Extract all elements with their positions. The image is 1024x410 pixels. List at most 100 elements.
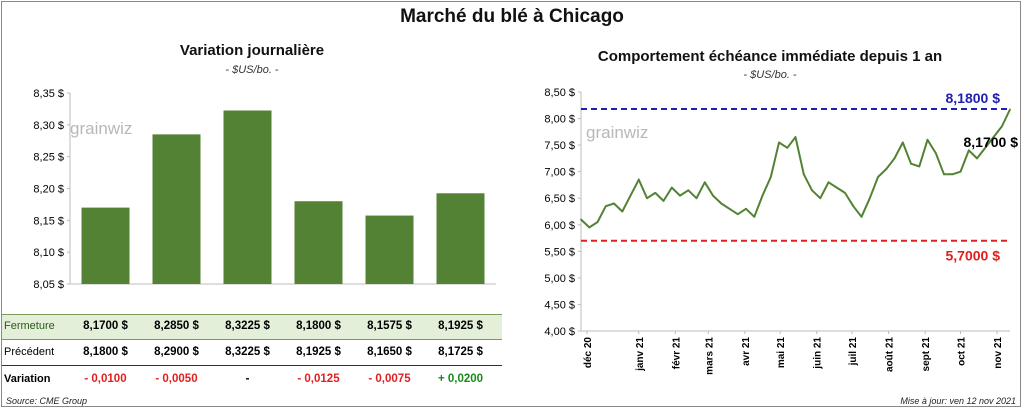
bar-y-tick-label: 8,30 $ [33,120,64,132]
bar-x-tick-label: juil 22 [300,298,335,300]
line-y-tick-label: 6,00 $ [544,220,575,232]
prev-row-label: Précédent [4,346,55,358]
line-y-tick-label: 5,50 $ [544,246,575,258]
price-point [1009,108,1011,111]
price-point [695,197,698,200]
price-point [778,141,780,144]
bar-y-tick-label: 8,35 $ [33,88,64,100]
change-row-label: Variation [4,373,51,385]
close-row: Fermeture 8,1700 $ 8,2850 $ 8,3225 $ 8,1800… [2,314,502,340]
price-point [885,168,888,170]
prev-row: Précédent 8,1800 $ 8,2900 $ 8,3225 $ 8,1925… [2,341,502,366]
price-point [604,205,607,208]
close-row-label: Fermeture [4,320,55,332]
price-point [811,189,813,192]
update-note: Mise à jour: ven 12 nov 2021 [900,396,1016,406]
bar [436,193,485,284]
price-point [588,226,591,229]
bar-y-tick-label: 8,25 $ [33,152,64,164]
main-title: Marché du blé à Chicago [400,6,624,27]
line-x-tick-label: déc 20 [583,337,594,369]
right-subtitle: Comportement échéance immédiate depuis 1… [597,48,943,65]
price-point [786,146,789,149]
line-x-tick-label: juil 21 [848,337,859,367]
price-point [835,186,838,189]
bar-y-tick-label: 8,10 $ [33,247,64,259]
price-point [687,189,690,192]
line-x-tick-label: août 21 [885,337,896,372]
price-point [844,192,846,194]
price-point [877,176,879,178]
low-label: 5,7000 $ [946,248,1001,264]
bar-x-tick-label: déc 22 [442,298,480,300]
last-price-label: 8,1700 $ [964,134,1019,150]
line-y-tick-label: 7,50 $ [544,140,575,152]
price-point [753,215,756,218]
right-unit: - $US/bo. - [743,69,797,81]
price-point [596,221,599,224]
table-cell-change: - 0,0075 [368,373,411,385]
price-point [926,138,929,141]
price-point [984,146,987,149]
right-watermark: grainwiz [586,123,648,142]
price-point [794,136,797,139]
table-cell-close: 8,1700 $ [83,320,128,332]
price-point [943,173,945,176]
bar-y-tick-label: 8,05 $ [33,279,64,291]
price-point [654,192,657,194]
price-point [670,186,673,189]
bar-y-tick-label: 8,20 $ [33,184,64,196]
price-point [580,218,582,221]
bar-chart: grainwiz 8,05 $ 8,10 $ 8,15 $ 8,20 $ 8,25 $ 8… [33,88,496,300]
price-point [703,181,706,184]
bar [365,215,414,284]
bar-x-tick-label: déc 21 [87,298,125,300]
line-x-tick-label: févr 21 [671,337,682,370]
price-point [860,215,863,218]
price-point [992,136,995,139]
line-y-tick-label: 7,00 $ [544,167,575,179]
bar [223,110,272,284]
line-y-tick-label: 6,50 $ [544,193,575,205]
price-point [893,157,896,160]
price-point [621,210,624,213]
price-point [613,202,615,205]
bar-y-tick-label: 8,15 $ [33,215,64,227]
table-cell-change: - 0,0050 [155,373,198,385]
line-x-tick-label: sept 21 [921,337,932,372]
price-point [967,149,970,152]
line-y-tick-label: 5,00 $ [544,273,575,285]
price-point [976,157,978,160]
price-point [901,141,904,144]
price-point [951,173,954,176]
left-unit: - $US/bo. - [225,64,279,76]
price-point [736,213,739,216]
price-point [802,173,805,176]
line-x-tick-label: mai 21 [776,337,787,369]
price-point [819,197,822,200]
bar [152,134,201,284]
line-x-tick-label: avr 21 [741,337,752,366]
price-point [934,152,937,154]
left-watermark: grainwiz [70,119,132,138]
price-point [720,202,723,205]
bar [294,201,343,284]
table-cell-prev: 8,3225 $ [225,346,270,358]
price-point [852,205,855,208]
price-point [712,194,714,197]
price-point [827,181,830,184]
bar-x-tick-label: sept 22 [369,298,411,300]
high-label: 8,1800 $ [946,90,1001,106]
bar [81,207,130,284]
table-cell-close: 8,1925 $ [438,320,483,332]
left-subtitle: Variation journalière [179,42,325,59]
table-cell-change: - [245,373,250,385]
line-y-tick-label: 4,50 $ [544,299,575,311]
source-note: Source: CME Group [6,396,88,406]
price-point [868,197,871,200]
price-point [959,170,962,173]
price-point [745,207,747,210]
price-point [761,194,764,197]
price-point [910,162,912,165]
